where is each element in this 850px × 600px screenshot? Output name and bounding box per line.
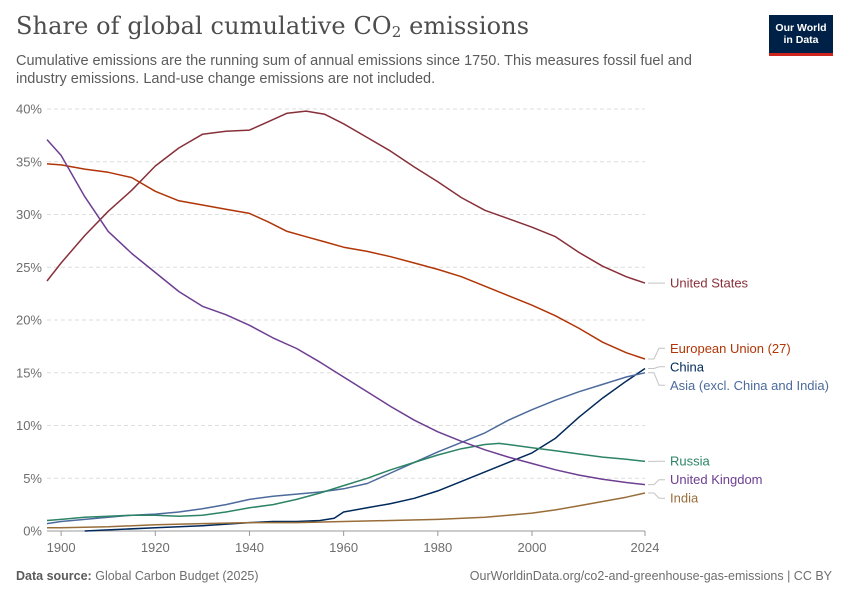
series-labels[interactable]: United States European Union (27) China Asi… [648, 276, 829, 506]
series-line-china[interactable] [84, 367, 646, 532]
series-line-india[interactable] [47, 492, 646, 529]
y-tick-label: 40% [16, 102, 42, 117]
series-label-european-union-27[interactable]: European Union (27) [670, 341, 791, 356]
logo-line-2: in Data [783, 34, 819, 46]
grid-lines [47, 108, 645, 479]
x-tick-label: 1940 [235, 540, 264, 555]
series-label-india[interactable]: India [670, 491, 699, 506]
y-tick-label: 10% [16, 418, 42, 433]
x-tick-label: 1980 [423, 540, 452, 555]
series-line-united-kingdom[interactable] [46, 139, 646, 486]
label-leader-line [648, 366, 665, 369]
label-leader-line [648, 492, 665, 499]
x-axis: 1900 1920 1940 1960 1980 2000 2024 [47, 530, 660, 555]
x-tick-label: 2000 [518, 540, 547, 555]
data-source-label: Data source: [16, 569, 92, 583]
label-leader-line [648, 372, 665, 386]
owid-logo[interactable]: Our World in Data [769, 15, 833, 56]
series-line-asia-excl-china-and-india[interactable] [46, 372, 646, 525]
y-tick-label: 30% [16, 207, 42, 222]
series-line-russia[interactable] [46, 442, 646, 522]
y-tick-label: 35% [16, 154, 42, 169]
series-label-united-states[interactable]: United States [670, 276, 749, 291]
series-label-asia-excl-china-and-india[interactable]: Asia (excl. China and India) [670, 378, 829, 393]
logo-line-1: Our World [775, 22, 827, 34]
url-license[interactable]: OurWorldinData.org/co2-and-greenhouse-ga… [469, 569, 832, 583]
data-source-value: Global Carbon Budget (2025) [95, 569, 259, 583]
y-tick-label: 15% [16, 365, 42, 380]
y-tick-label: 0% [23, 524, 42, 539]
series-line-european-union-27[interactable] [46, 163, 646, 360]
label-leader-line [648, 347, 665, 360]
x-tick-label: 1920 [141, 540, 170, 555]
y-tick-label: 25% [16, 260, 42, 275]
y-tick-label: 20% [16, 313, 42, 328]
label-leader-line [648, 479, 665, 486]
series-label-russia[interactable]: Russia [670, 454, 711, 469]
series-label-united-kingdom[interactable]: United Kingdom [670, 472, 763, 487]
x-tick-label: 2024 [631, 540, 660, 555]
series-lines[interactable] [46, 110, 646, 532]
chart-title: Share of global cumulative CO2 emissions [16, 12, 530, 41]
data-source: Data source: Global Carbon Budget (2025) [16, 569, 259, 583]
x-tick-label: 1900 [47, 540, 76, 555]
x-tick-label: 1960 [329, 540, 358, 555]
y-tick-label: 5% [23, 471, 42, 486]
y-axis-ticks: 0% 5% 10% 15% 20% 25% 30% 35% 40% [16, 102, 42, 539]
series-label-china[interactable]: China [670, 359, 705, 374]
series-line-united-states[interactable] [46, 110, 646, 284]
chart-subtitle: Cumulative emissions are the running sum… [16, 53, 692, 87]
